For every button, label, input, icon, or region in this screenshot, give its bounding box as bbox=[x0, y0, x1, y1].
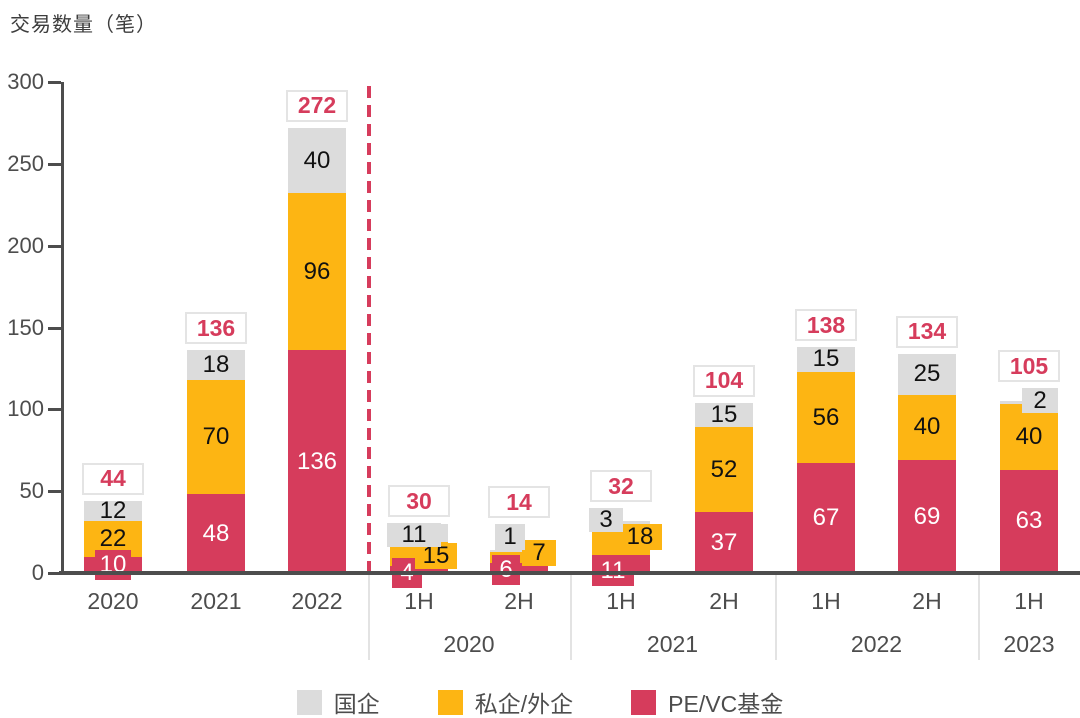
total-value-badge: 105 bbox=[998, 350, 1060, 382]
y-axis-tick-mark bbox=[48, 326, 61, 330]
x-axis-year-group-label: 2021 bbox=[646, 631, 699, 657]
year-group-separator bbox=[368, 575, 370, 660]
total-value-badge: 14 bbox=[488, 486, 550, 518]
bar-segment-pevc-fund: 37 bbox=[695, 512, 753, 573]
bar-segment-private-foreign: 70 bbox=[187, 379, 245, 495]
x-axis-label: 1H bbox=[606, 588, 636, 614]
segment-value-tag-pevc-fund: 10 bbox=[95, 550, 131, 580]
bar-segment-private-foreign: 56 bbox=[797, 371, 855, 464]
legend-item-soe: 国企 bbox=[296, 685, 380, 718]
total-value-badge: 272 bbox=[286, 89, 348, 122]
total-value-badge: 136 bbox=[185, 312, 247, 345]
x-axis-label: 2022 bbox=[291, 588, 343, 614]
soe-swatch-icon bbox=[296, 689, 322, 715]
y-axis-tick-mark bbox=[48, 244, 61, 248]
pevc-fund-swatch-icon bbox=[631, 689, 657, 715]
bar-segment-private-foreign: 40 bbox=[1000, 404, 1058, 470]
bar-segment-private-foreign: 40 bbox=[898, 394, 956, 461]
total-value-badge: 138 bbox=[795, 309, 857, 342]
y-axis-tick-label: 0 bbox=[31, 560, 44, 585]
y-axis-tick-mark bbox=[48, 490, 61, 494]
bar-segment-private-foreign: 96 bbox=[288, 193, 346, 351]
bar-segment-soe: 15 bbox=[695, 401, 753, 428]
legend-label-private-foreign: 私企/外企 bbox=[474, 691, 574, 717]
total-value-badge: 44 bbox=[82, 462, 144, 495]
year-group-separator bbox=[570, 575, 572, 660]
x-axis-year-group-label: 2020 bbox=[443, 631, 495, 657]
total-value-badge: 32 bbox=[590, 470, 652, 502]
bar-segment-private-foreign: 52 bbox=[695, 427, 753, 513]
total-value-badge: 30 bbox=[388, 485, 450, 517]
y-axis-line bbox=[61, 82, 64, 575]
bar-segment-soe: 12 bbox=[84, 497, 142, 524]
x-axis-year-group-label: 2022 bbox=[850, 631, 903, 657]
x-axis-label: 2H bbox=[504, 588, 534, 614]
y-axis-tick-mark bbox=[48, 162, 61, 166]
y-axis-tick-label: 100 bbox=[7, 396, 44, 422]
segment-value-tag-soe: 1 bbox=[495, 523, 525, 550]
x-axis-label: 2H bbox=[709, 588, 739, 614]
x-axis-label: 2H bbox=[912, 588, 942, 614]
x-axis-label: 2021 bbox=[190, 588, 242, 614]
segment-value-tag-private-foreign: 7 bbox=[522, 539, 556, 566]
bar-segment-pevc-fund: 69 bbox=[898, 460, 956, 573]
y-axis-tick-label: 200 bbox=[7, 232, 44, 258]
bar-segment-soe: 25 bbox=[898, 353, 956, 395]
bar-segment-soe: 40 bbox=[288, 127, 346, 194]
x-axis-label: 1H bbox=[811, 588, 841, 614]
legend-label-pevc-fund: PE/VC基金 bbox=[668, 691, 784, 717]
segment-value-tag-private-foreign: 18 bbox=[618, 523, 662, 550]
x-axis-year-group-label: 2023 bbox=[1003, 631, 1055, 657]
y-axis-tick-mark bbox=[48, 81, 61, 84]
y-axis-tick-mark bbox=[48, 572, 61, 575]
bar-segment-pevc-fund: 48 bbox=[187, 494, 245, 573]
year-group-separator bbox=[978, 575, 980, 660]
legend-item-private-foreign: 私企/外企 bbox=[437, 685, 574, 718]
y-axis-tick-label: 250 bbox=[7, 150, 44, 176]
bar-segment-soe: 18 bbox=[187, 350, 245, 380]
bar-segment-pevc-fund: 136 bbox=[288, 350, 346, 573]
x-axis-label: 1H bbox=[404, 588, 434, 614]
legend-item-pevc-fund: PE/VC基金 bbox=[631, 685, 783, 718]
y-axis-tick-label: 300 bbox=[7, 69, 44, 94]
chart-title: 交易数量（笔） bbox=[10, 14, 157, 36]
private-foreign-swatch-icon bbox=[437, 689, 463, 715]
y-axis-tick-mark bbox=[48, 408, 61, 412]
segment-value-tag-soe: 2 bbox=[1022, 387, 1058, 414]
total-value-badge: 104 bbox=[693, 364, 755, 397]
total-value-badge: 134 bbox=[896, 315, 958, 348]
segment-value-tag-pevc-fund: 6 bbox=[492, 555, 520, 585]
x-axis-label: 1H bbox=[1014, 588, 1044, 614]
chart-legend: 国企 私企/外企 PE/VC基金 bbox=[0, 685, 1080, 718]
segment-value-tag-soe: 3 bbox=[589, 506, 623, 533]
x-axis-line bbox=[59, 571, 1080, 575]
bar-segment-pevc-fund: 67 bbox=[797, 463, 855, 573]
y-axis-tick-label: 150 bbox=[7, 314, 44, 340]
x-axis-label: 2020 bbox=[87, 588, 139, 614]
year-group-separator bbox=[775, 575, 777, 660]
legend-label-soe: 国企 bbox=[333, 691, 380, 717]
bar-segment-soe: 15 bbox=[797, 345, 855, 372]
bar-segment-pevc-fund: 63 bbox=[1000, 469, 1058, 573]
annual-half-divider-dashed-line bbox=[367, 86, 371, 573]
bar-segment-soe bbox=[490, 550, 548, 552]
segment-value-tag-soe: 11 bbox=[387, 521, 441, 548]
y-axis-tick-label: 50 bbox=[19, 478, 44, 504]
